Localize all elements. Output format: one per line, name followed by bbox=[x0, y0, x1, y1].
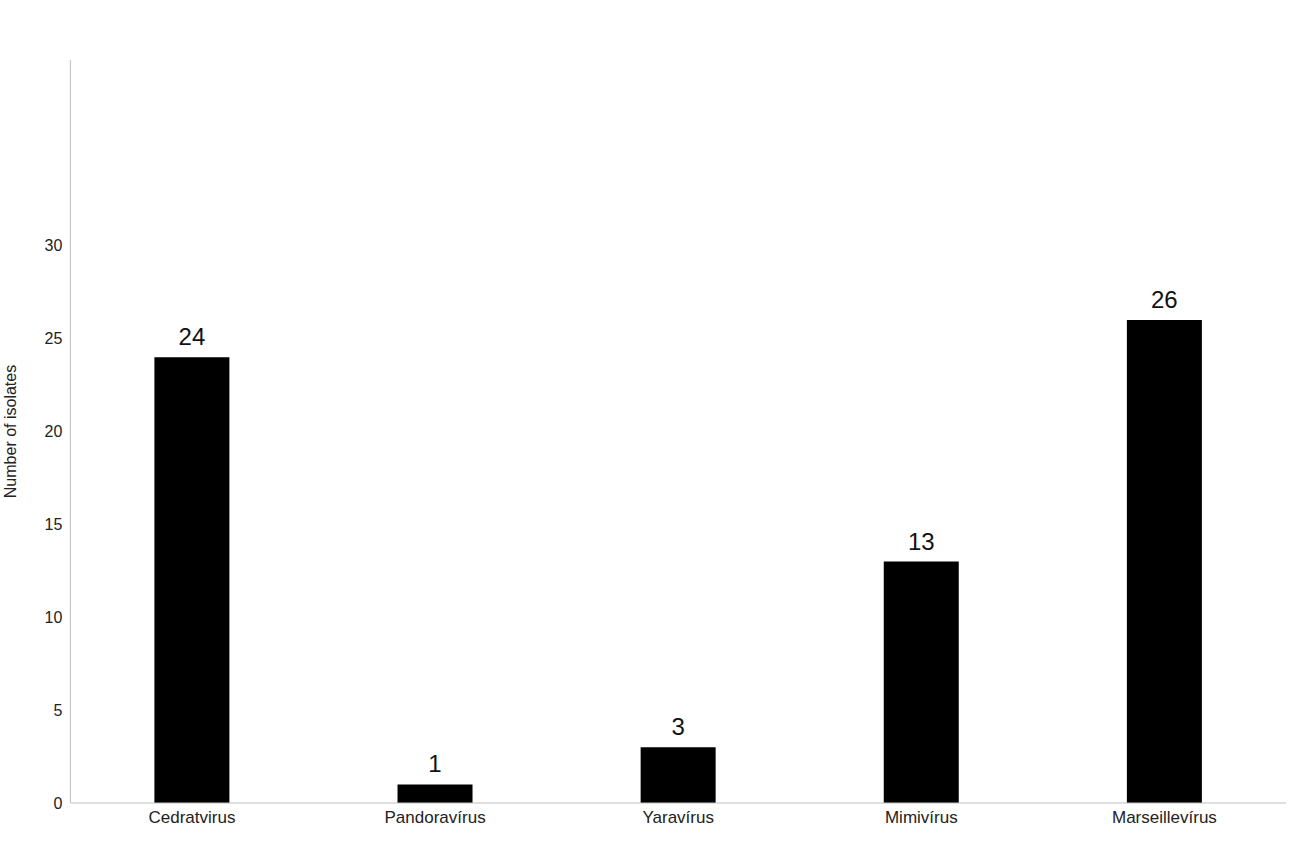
svg-text:10: 10 bbox=[45, 609, 63, 626]
svg-text:26: 26 bbox=[1151, 286, 1178, 313]
svg-text:1: 1 bbox=[428, 750, 441, 777]
svg-text:5: 5 bbox=[53, 702, 62, 719]
svg-text:Number of isolates: Number of isolates bbox=[2, 365, 19, 498]
svg-text:13: 13 bbox=[908, 528, 935, 555]
svg-text:Pandoravírus: Pandoravírus bbox=[385, 808, 486, 827]
svg-text:20: 20 bbox=[45, 423, 63, 440]
svg-text:0: 0 bbox=[53, 795, 62, 812]
svg-text:25: 25 bbox=[45, 330, 63, 347]
svg-text:Yaravírus: Yaravírus bbox=[642, 808, 714, 827]
svg-text:15: 15 bbox=[45, 516, 63, 533]
svg-text:Marseillevírus: Marseillevírus bbox=[1112, 808, 1217, 827]
svg-text:3: 3 bbox=[671, 713, 684, 740]
svg-text:Cedratvirus: Cedratvirus bbox=[148, 808, 235, 827]
svg-text:Mimivírus: Mimivírus bbox=[885, 808, 958, 827]
svg-text:24: 24 bbox=[179, 323, 206, 350]
svg-text:30: 30 bbox=[45, 237, 63, 254]
